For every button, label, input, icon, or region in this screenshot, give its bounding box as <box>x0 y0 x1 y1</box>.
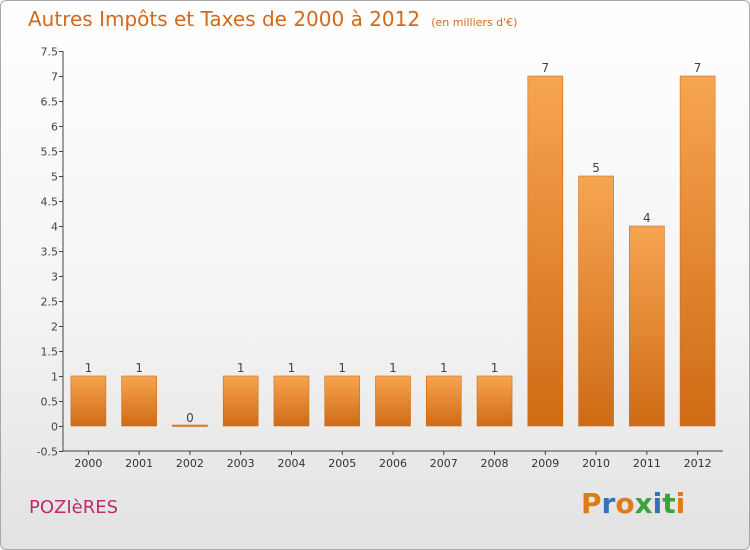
bar <box>121 375 157 427</box>
logo-letter: t <box>662 487 676 520</box>
data-label: 0 <box>186 411 194 425</box>
x-tick-label: 2006 <box>379 457 407 470</box>
y-tick-label: 0 <box>51 421 58 434</box>
bar <box>629 225 665 427</box>
proxiti-logo: Proxiti <box>581 487 685 520</box>
data-label: 7 <box>694 61 702 75</box>
x-tick-label: 2004 <box>277 457 305 470</box>
y-tick-label: 3.5 <box>41 246 59 259</box>
data-label: 1 <box>288 361 296 375</box>
chart-unit: (en milliers d'€) <box>431 16 518 29</box>
x-tick-label: 2005 <box>328 457 356 470</box>
bar <box>70 375 107 427</box>
data-label: 1 <box>338 361 346 375</box>
y-tick-label: 7 <box>51 71 58 84</box>
logo-letter: i <box>652 487 663 520</box>
bar <box>324 375 361 427</box>
bar <box>425 375 462 427</box>
x-tick-label: 2008 <box>481 457 509 470</box>
logo-letter: r <box>601 487 616 520</box>
bar <box>172 424 208 427</box>
x-tick-label: 2011 <box>633 457 661 470</box>
y-tick-label: -0.5 <box>37 446 58 459</box>
y-tick-label: 2 <box>51 321 58 334</box>
x-tick-label: 2000 <box>74 457 102 470</box>
x-tick-label: 2003 <box>227 457 255 470</box>
y-tick-label: 6 <box>51 121 58 134</box>
bar <box>679 75 716 427</box>
data-label: 1 <box>491 361 499 375</box>
y-tick-label: 4 <box>51 221 58 234</box>
y-tick-label: 6.5 <box>41 96 59 109</box>
chart-title-block: Autres Impôts et Taxes de 2000 à 2012 (e… <box>28 7 517 31</box>
y-tick-label: 7.5 <box>41 46 59 59</box>
y-tick-label: 3 <box>51 271 58 284</box>
data-label: 4 <box>643 211 651 225</box>
y-tick-label: 5.5 <box>41 146 59 159</box>
data-label: 5 <box>592 161 600 175</box>
logo-letter: o <box>615 487 635 520</box>
y-tick-label: 4.5 <box>41 196 59 209</box>
x-tick-label: 2002 <box>176 457 204 470</box>
chart-title: Autres Impôts et Taxes de 2000 à 2012 <box>28 7 421 31</box>
bar <box>273 375 310 427</box>
data-label: 1 <box>440 361 448 375</box>
data-label: 7 <box>541 61 549 75</box>
logo-letter: i <box>675 487 686 520</box>
bar <box>375 375 411 427</box>
commune-name: POZIèRES <box>29 497 119 518</box>
y-tick-label: 2.5 <box>41 296 59 309</box>
logo-letter: P <box>581 487 602 520</box>
data-label: 1 <box>389 361 397 375</box>
x-tick-label: 2009 <box>531 457 559 470</box>
y-tick-label: 5 <box>51 171 58 184</box>
bar <box>476 375 513 427</box>
bar <box>527 75 564 427</box>
y-tick-label: 0.5 <box>41 396 59 409</box>
bar <box>222 375 259 427</box>
x-tick-label: 2007 <box>430 457 458 470</box>
data-label: 1 <box>237 361 245 375</box>
data-label: 1 <box>135 361 143 375</box>
x-tick-label: 2001 <box>125 457 153 470</box>
logo-letter: x <box>634 487 653 520</box>
x-tick-label: 2010 <box>582 457 610 470</box>
y-tick-label: 1 <box>51 371 58 384</box>
bar <box>578 175 614 427</box>
data-label: 1 <box>85 361 93 375</box>
y-tick-label: 1.5 <box>41 346 59 359</box>
x-tick-label: 2012 <box>684 457 712 470</box>
